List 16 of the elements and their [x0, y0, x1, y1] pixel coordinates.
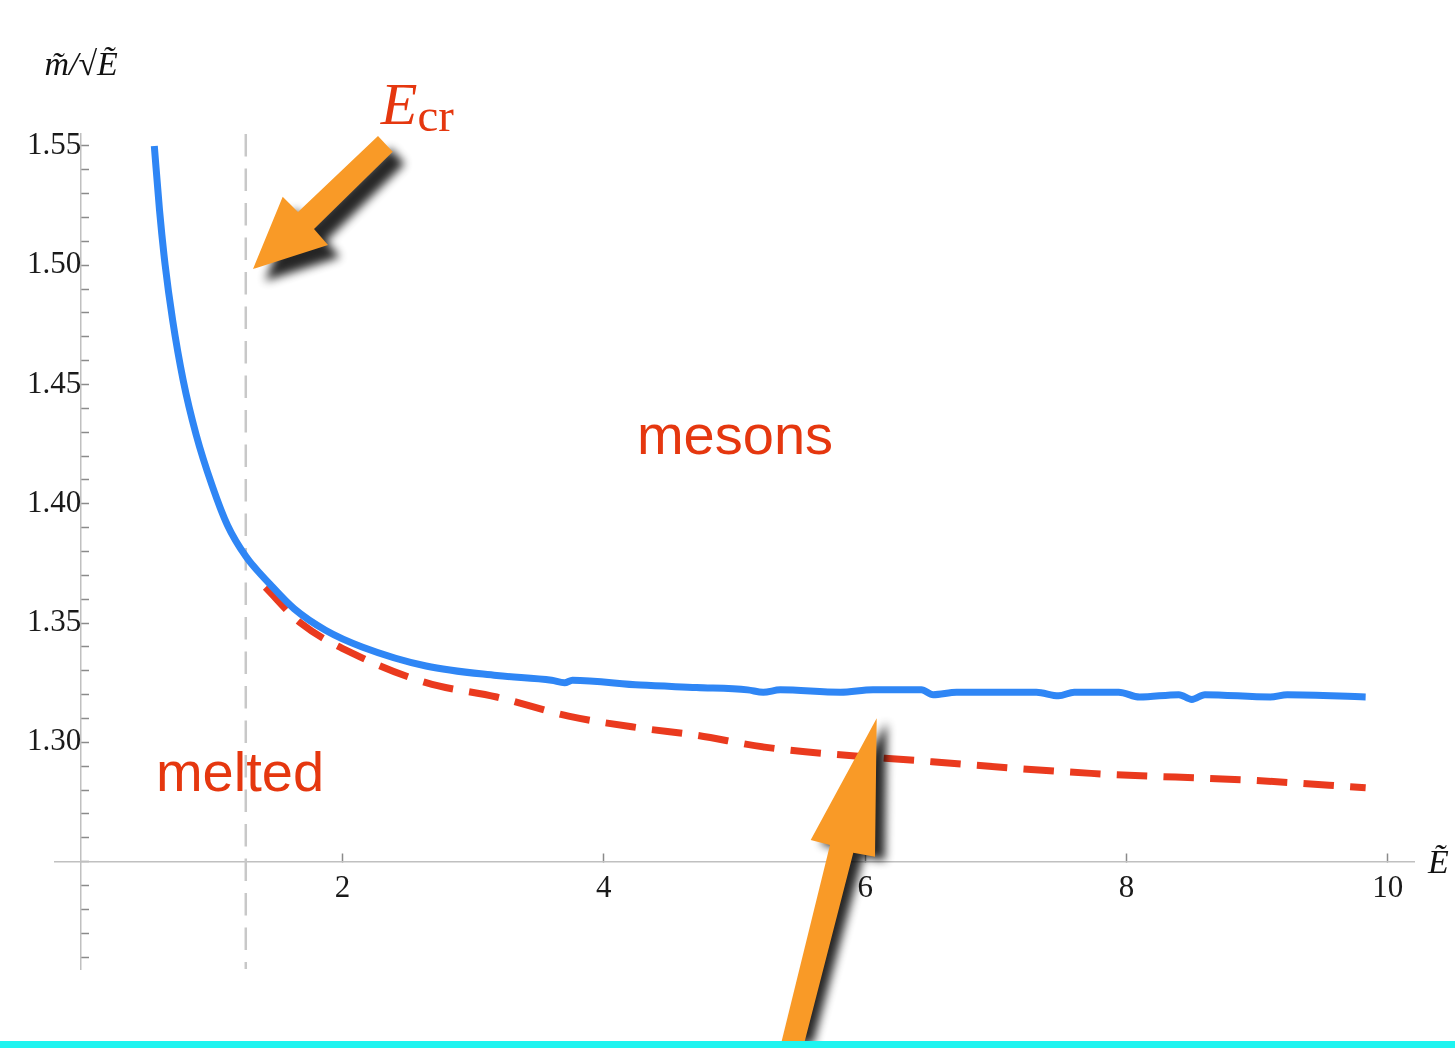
x-tick-label: 8: [1118, 869, 1135, 905]
annotation: melted: [155, 740, 325, 803]
x-tick-label: 10: [1372, 869, 1404, 905]
y-tick-label: 1.50: [26, 245, 82, 281]
ref-line-label: E$_{cr}$: [380, 71, 454, 141]
y-tick-label: 1.40: [26, 483, 82, 519]
y-tick-label: 1.35: [26, 603, 82, 639]
x-tick-label: 6: [857, 869, 873, 905]
x-tick-label: 4: [596, 869, 613, 905]
y-tick-label: 1.45: [26, 364, 82, 400]
y-tick-label: 1.30: [26, 722, 82, 758]
y-tick-label: 1.55: [26, 126, 82, 162]
annotation: mesons: [636, 403, 834, 466]
x-axis-title: Ẽ: [1427, 842, 1449, 880]
y-axis-title: m̃/√Ẽ: [44, 44, 119, 82]
x-tick-label: 2: [334, 869, 351, 905]
